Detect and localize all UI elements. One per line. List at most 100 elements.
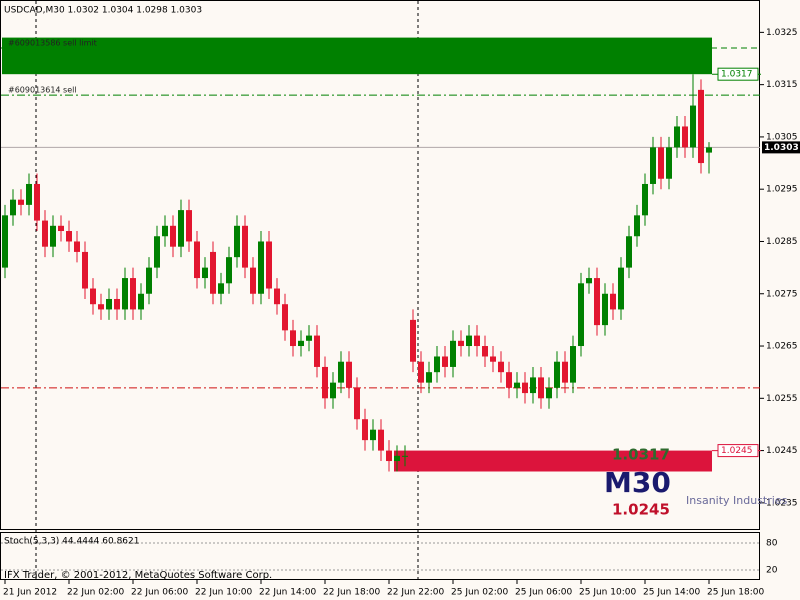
x-tick-label: 22 Jun 06:00 bbox=[131, 588, 188, 598]
bid-label: 1.0303 bbox=[764, 143, 799, 153]
x-tick-label: 25 Jun 06:00 bbox=[515, 588, 572, 598]
candle-body bbox=[418, 361, 424, 383]
y-tick-label: 1.0325 bbox=[766, 28, 798, 38]
candle-body bbox=[490, 356, 496, 362]
indicator-label: Stoch(5,3,3) 44.4444 60.8621 bbox=[4, 537, 139, 547]
zone bbox=[394, 450, 712, 472]
candle-body bbox=[530, 377, 536, 394]
candle-body bbox=[18, 199, 24, 205]
candle-body bbox=[338, 361, 344, 383]
candle-body bbox=[426, 372, 432, 383]
candle-body bbox=[474, 335, 480, 347]
candle-body bbox=[26, 183, 32, 205]
candle-body bbox=[186, 210, 192, 242]
candle-body bbox=[442, 356, 448, 367]
candle-body bbox=[650, 147, 656, 184]
candle-body bbox=[202, 267, 208, 279]
y-tick-label: 1.0295 bbox=[766, 185, 798, 195]
candle-body bbox=[698, 89, 704, 164]
x-tick-label: 22 Jun 02:00 bbox=[67, 588, 124, 598]
candle-body bbox=[346, 361, 352, 388]
candle-body bbox=[466, 335, 472, 347]
candle-body bbox=[298, 340, 304, 347]
y-tick-label: 1.0315 bbox=[766, 80, 798, 90]
candle-body bbox=[290, 330, 296, 347]
candle-body bbox=[234, 225, 240, 258]
candle-body bbox=[706, 147, 712, 153]
candle-body bbox=[578, 283, 584, 347]
y-tick-label: 1.0235 bbox=[766, 498, 798, 508]
candle-body bbox=[66, 231, 72, 242]
y-tick-label: 1.0275 bbox=[766, 289, 798, 299]
candle-body bbox=[218, 283, 224, 294]
candle-body bbox=[666, 147, 672, 179]
indicator-tick-label: 80 bbox=[766, 539, 778, 549]
y-tick-label: 1.0255 bbox=[766, 394, 798, 404]
candle-body bbox=[602, 293, 608, 326]
x-tick-label: 25 Jun 10:00 bbox=[579, 588, 636, 598]
x-tick-label: 21 Jun 2012 bbox=[3, 588, 57, 598]
candle-body bbox=[546, 387, 552, 399]
candle-body bbox=[626, 236, 632, 268]
candle-body bbox=[434, 356, 440, 373]
candle-body bbox=[226, 257, 232, 284]
candle-body bbox=[138, 293, 144, 310]
candle-body bbox=[610, 293, 616, 310]
candle-body bbox=[538, 377, 544, 399]
zone bbox=[2, 37, 712, 75]
main-frame bbox=[0, 0, 760, 530]
candle-body bbox=[506, 372, 512, 388]
indicator-frame bbox=[0, 532, 760, 580]
overlay-low: 1.0245 bbox=[612, 501, 670, 519]
candle-body bbox=[306, 335, 312, 341]
candle-body bbox=[242, 225, 248, 268]
candle-body bbox=[658, 147, 664, 179]
candle-body bbox=[370, 429, 376, 441]
candle-body bbox=[450, 340, 456, 367]
candle-body bbox=[322, 366, 328, 399]
candle-body bbox=[122, 278, 128, 310]
candle-body bbox=[2, 215, 8, 268]
plot-layer: 1.0325 1.0315 1.0305 1.0295 1.0285 1.0275 1.02… bbox=[1, 28, 800, 598]
y-tick-label: 1.0305 bbox=[766, 132, 798, 142]
candle-body bbox=[34, 183, 40, 221]
candle-body bbox=[130, 278, 136, 310]
overlay-high: 1.0317 bbox=[612, 446, 670, 464]
price-label: 1.0245 bbox=[721, 446, 753, 456]
candle-body bbox=[82, 251, 88, 289]
candle-body bbox=[498, 361, 504, 373]
candle-body bbox=[570, 346, 576, 383]
candle-body bbox=[330, 382, 336, 399]
candle-body bbox=[514, 382, 520, 388]
candle-body bbox=[106, 298, 112, 310]
candle-body bbox=[282, 304, 288, 331]
candle-body bbox=[162, 225, 168, 237]
price-label: 1.0317 bbox=[721, 70, 753, 80]
candle-body bbox=[562, 361, 568, 383]
x-tick-label: 22 Jun 10:00 bbox=[195, 588, 252, 598]
candle-body bbox=[114, 298, 120, 310]
candle-body bbox=[58, 225, 64, 232]
candle-body bbox=[146, 267, 152, 294]
candle-body bbox=[194, 241, 200, 279]
candle-body bbox=[98, 304, 104, 310]
price-label-box bbox=[717, 444, 759, 458]
candle-body bbox=[674, 126, 680, 148]
candle-body bbox=[362, 419, 368, 441]
candle-body bbox=[690, 105, 696, 148]
bid-box bbox=[762, 141, 800, 154]
indicator-tick-label: 20 bbox=[766, 566, 778, 576]
candle-body bbox=[482, 346, 488, 357]
brand: Insanity Industries bbox=[686, 494, 788, 507]
candle-body bbox=[314, 335, 320, 367]
candle-body bbox=[458, 340, 464, 347]
order-label: #609013586 sell limit bbox=[8, 39, 97, 48]
candle-body bbox=[586, 278, 592, 284]
candle-body bbox=[258, 241, 264, 294]
candle-body bbox=[410, 319, 416, 362]
x-tick-label: 22 Jun 22:00 bbox=[387, 588, 444, 598]
candle-body bbox=[74, 241, 80, 252]
candle-body bbox=[266, 241, 272, 289]
